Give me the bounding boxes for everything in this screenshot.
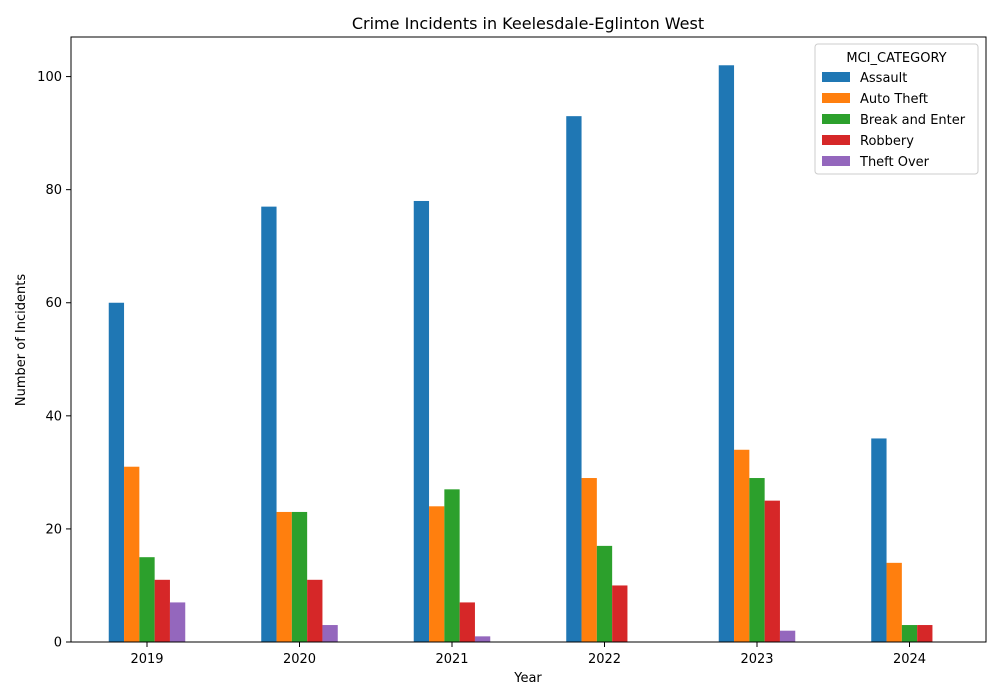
bar-assault-2021 (413, 200, 430, 642)
y-tick-label: 60 (45, 296, 62, 311)
bars (108, 65, 933, 643)
bar-break-and-enter-2020 (291, 511, 308, 642)
bar-robbery-2020 (307, 579, 323, 642)
bar-assault-2024 (871, 438, 887, 642)
bar-auto-theft-2020 (276, 511, 292, 642)
bar-assault-2020 (261, 206, 277, 643)
x-tick-label: 2019 (130, 652, 163, 667)
bar-robbery-2019 (154, 579, 170, 642)
x-tick-label: 2022 (588, 652, 621, 667)
bar-break-and-enter-2024 (901, 625, 918, 642)
legend: MCI_CATEGORY Assault Auto Theft Break and E… (814, 43, 979, 175)
bar-theft-over-2023 (779, 630, 796, 642)
legend-title: MCI_CATEGORY (846, 51, 946, 66)
bar-auto-theft-2021 (429, 506, 445, 642)
legend-swatch (822, 114, 850, 124)
bar-break-and-enter-2019 (139, 557, 155, 642)
bar-theft-over-2020 (322, 625, 338, 642)
legend-entry: Theft Over (859, 155, 930, 170)
bar-robbery-2021 (459, 602, 475, 642)
legend-swatch (822, 135, 850, 145)
bar-break-and-enter-2022 (596, 545, 613, 642)
y-tick-label: 40 (45, 409, 62, 424)
bar-robbery-2024 (917, 625, 933, 642)
bar-theft-over-2019 (169, 602, 186, 642)
bar-auto-theft-2019 (124, 466, 140, 642)
legend-entry: Assault (860, 71, 907, 86)
x-tick-label: 2024 (893, 652, 926, 667)
x-axis-label: Year (513, 671, 542, 686)
bar-auto-theft-2024 (886, 562, 902, 642)
chart-title: Crime Incidents in Keelesdale-Eglinton W… (352, 14, 704, 33)
bar-auto-theft-2023 (734, 449, 750, 642)
legend-swatch (822, 93, 850, 103)
legend-entry: Auto Theft (860, 92, 928, 107)
bar-auto-theft-2022 (581, 478, 597, 642)
bar-robbery-2023 (764, 500, 780, 642)
y-tick-label: 0 (54, 636, 62, 651)
y-axis-label: Number of Incidents (14, 274, 29, 406)
x-tick-label: 2020 (283, 652, 316, 667)
bar-assault-2019 (108, 302, 125, 642)
x-axis: 2019 2020 2021 2022 2023 2024 (130, 642, 926, 667)
x-tick-label: 2023 (740, 652, 773, 667)
bar-assault-2022 (566, 116, 582, 643)
bar-assault-2023 (718, 65, 735, 643)
bar-break-and-enter-2023 (749, 478, 765, 642)
y-tick-label: 20 (45, 522, 62, 537)
x-tick-label: 2021 (435, 652, 468, 667)
bar-robbery-2022 (612, 585, 628, 642)
y-axis: 0 20 40 60 80 100 (37, 70, 71, 651)
legend-swatch (822, 72, 850, 82)
y-tick-label: 80 (45, 183, 62, 198)
legend-entry: Robbery (860, 134, 914, 149)
y-tick-label: 100 (37, 70, 62, 85)
bar-theft-over-2021 (474, 636, 491, 642)
legend-entry: Break and Enter (860, 113, 966, 128)
bar-break-and-enter-2021 (444, 489, 460, 642)
legend-box (814, 43, 979, 175)
legend-swatch (822, 156, 850, 166)
plot-frame (70, 36, 987, 643)
